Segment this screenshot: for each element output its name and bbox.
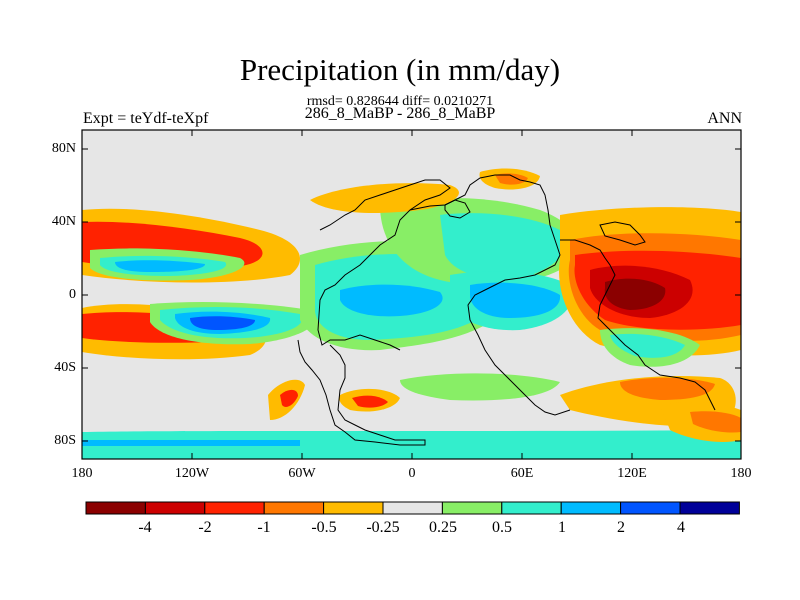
lon-label-120w: 120W <box>174 466 210 481</box>
siberia-dry-core <box>495 173 528 185</box>
lat-ticks <box>82 148 741 442</box>
colorbar-box <box>85 501 146 515</box>
north-pacific-wet-max <box>115 260 205 272</box>
lat-label-80n: 80N <box>51 141 76 156</box>
west-pacific-dry-max <box>604 278 666 310</box>
asia-wet-core <box>440 213 566 280</box>
colorbar-box <box>501 501 562 515</box>
colorbar-box <box>263 501 325 515</box>
colorbar-box <box>679 501 740 515</box>
coastline-east-asia <box>599 221 646 246</box>
southern-indian-dry-core <box>620 377 715 400</box>
australia-wet-core <box>610 333 685 358</box>
antarctic-strip-dark <box>82 440 300 446</box>
coastline-greenland <box>444 199 471 219</box>
coastline-north-america <box>317 179 451 351</box>
colorbar-label: 0.25 <box>429 519 457 536</box>
colorbar <box>85 501 740 515</box>
southern-ocean-wet-band <box>400 373 560 401</box>
lon-label-60w: 60W <box>288 466 316 481</box>
plot-title: Precipitation (in mm/day) <box>239 52 561 87</box>
lon-label-60e: 60E <box>510 466 534 481</box>
lat-label-0: 0 <box>69 287 76 302</box>
experiment-label: Expt = teYdf-teXpf <box>83 110 209 127</box>
coastline-south-america <box>297 339 426 446</box>
lat-label-80s: 80S <box>54 433 76 448</box>
indian-ocean-wet-max <box>470 282 561 318</box>
lon-label-180w: 180 <box>71 466 93 481</box>
atlantic-wet-max <box>340 284 443 317</box>
colorbar-box <box>382 501 443 515</box>
colorbar-label: -4 <box>138 519 152 536</box>
lon-label-0: 0 <box>408 466 416 481</box>
colorbar-label: 1 <box>558 519 566 536</box>
colorbar-box <box>560 501 622 515</box>
plot-subtitle: 286_8_MaBP - 286_8_MaBP <box>304 105 496 122</box>
coastline-africa-europe <box>409 174 571 416</box>
colorbar-label: -0.5 <box>311 519 337 536</box>
colorbar-box <box>144 501 206 515</box>
stats-line: rmsd= 0.828644 diff= 0.0210271 <box>306 94 494 109</box>
colorbar-label: 2 <box>617 519 625 536</box>
colorbar-label: 4 <box>677 519 685 536</box>
colorbar-label: -1 <box>257 519 271 536</box>
siberia-dry-patch <box>310 183 459 213</box>
colorbar-label: 0.5 <box>492 519 512 536</box>
south-america-dry-core <box>280 389 298 407</box>
colorbar-box <box>620 501 681 515</box>
colorbar-label: -2 <box>198 519 212 536</box>
lat-label-40s: 40S <box>54 360 76 375</box>
lon-label-180e: 180 <box>730 466 752 481</box>
south-atlantic-dry-core <box>352 395 388 408</box>
colorbar-box <box>323 501 384 515</box>
season-label: ANN <box>707 110 742 127</box>
south-pacific-wet-peak <box>190 316 255 330</box>
precip-field <box>82 130 741 459</box>
coastline-asia <box>560 239 716 411</box>
colorbar-box <box>204 501 265 515</box>
lat-label-40n: 40N <box>51 214 76 229</box>
colorbar-label: -0.25 <box>366 519 400 536</box>
antarctic-dry-core <box>690 411 741 433</box>
colorbar-box <box>441 501 503 515</box>
lon-ticks <box>81 130 742 459</box>
lon-label-120e: 120E <box>617 466 647 481</box>
